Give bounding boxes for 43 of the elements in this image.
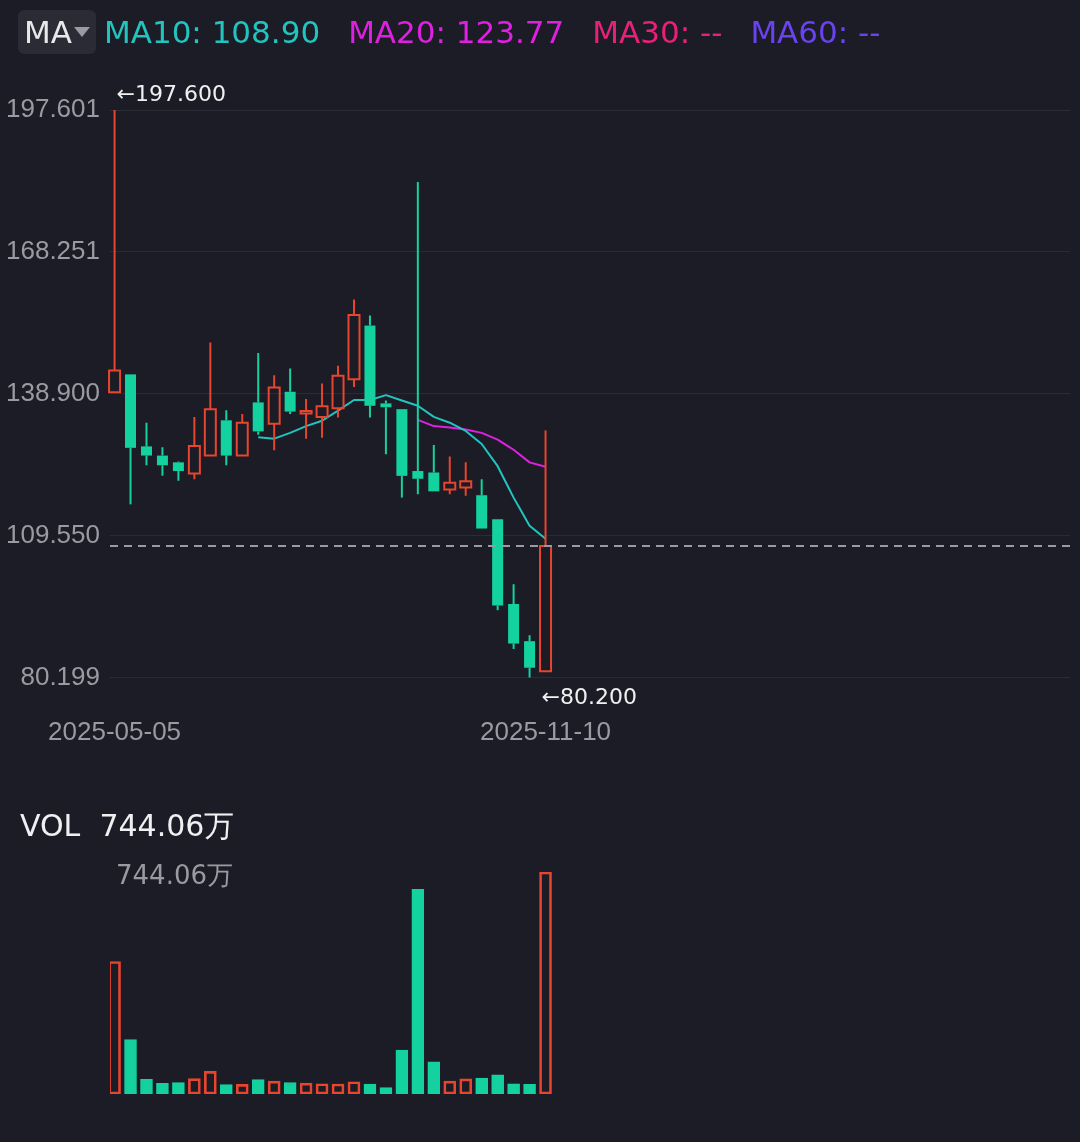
candlestick — [203, 341, 217, 457]
text: MA10: 108.90 — [103, 14, 321, 50]
candlestick — [315, 382, 329, 439]
annotation: ←197.600 — [116, 80, 226, 106]
y-tick-label: 80.199 — [20, 660, 100, 691]
candlestick — [267, 374, 281, 452]
x-tick-label: 2025-05-05 — [48, 715, 182, 746]
candlestick — [492, 519, 504, 612]
candlestick — [364, 314, 376, 419]
legend-label: MA30: -- — [592, 14, 723, 50]
candlestick — [524, 634, 536, 679]
chart-title: VOL 744.06万 — [19, 807, 236, 845]
candlestick — [508, 583, 520, 650]
candlestick — [412, 181, 424, 496]
candlestick — [443, 455, 457, 496]
text: MA20: 123.77 — [348, 14, 565, 50]
candlestick — [108, 109, 122, 394]
candlestick — [347, 298, 361, 388]
candlestick — [172, 462, 184, 482]
y-tick-label: 168.251 — [6, 235, 100, 266]
candlestick — [187, 415, 201, 481]
candlestick — [235, 413, 249, 457]
y-tick-label: 138.900 — [6, 376, 100, 407]
candlestick — [459, 461, 473, 497]
legend-label: MA60: -- — [750, 14, 881, 50]
x-tick-label: 2025-11-10 — [480, 715, 612, 746]
candlestick — [539, 429, 553, 673]
candlestick — [331, 364, 345, 419]
y-tick-label: 109.550 — [6, 518, 100, 549]
candlestick — [140, 421, 152, 467]
candlestick — [284, 367, 296, 416]
annotation: 744.06万 — [116, 859, 233, 890]
candlestick — [380, 399, 392, 456]
indicator-dropdown: MA — [18, 10, 96, 54]
annotation: ←80.200 — [541, 684, 637, 710]
candlestick — [220, 409, 232, 467]
candlestick — [428, 443, 440, 492]
candlestick — [476, 478, 488, 529]
y-tick-label: 197.601 — [6, 93, 100, 124]
candlestick — [299, 398, 313, 440]
candlestick — [125, 374, 137, 506]
candlestick — [156, 446, 168, 477]
candlestick — [252, 352, 264, 436]
